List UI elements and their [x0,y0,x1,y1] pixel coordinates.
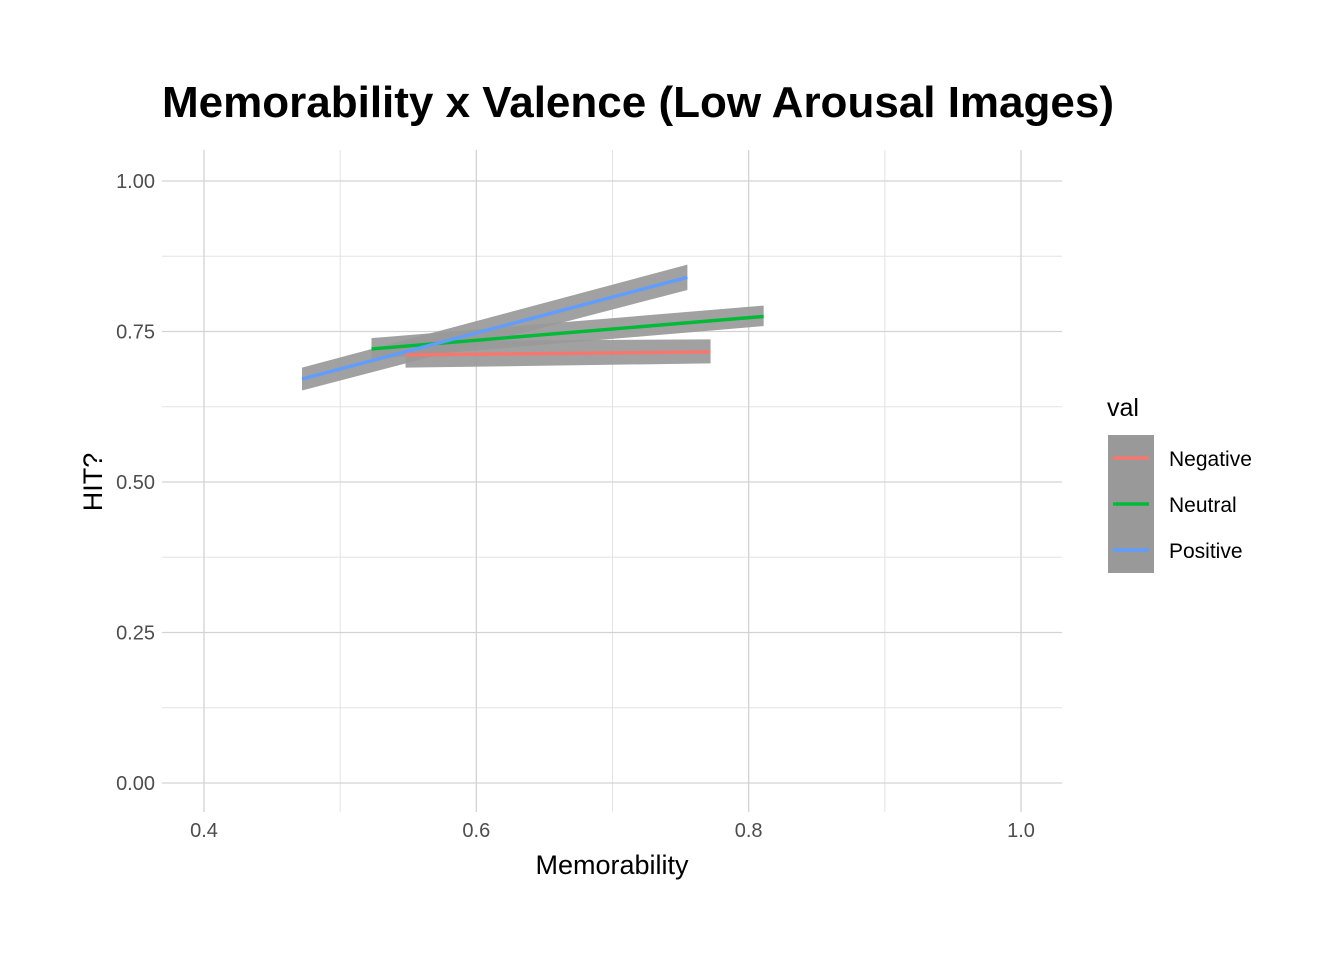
legend-label-negative: Negative [1169,448,1252,471]
legend-label-neutral: Neutral [1169,494,1237,517]
y-tick-label: 1.00 [116,171,155,193]
y-tick-label: 0.75 [116,322,155,344]
x-axis-title: Memorability [535,850,689,880]
y-axis-title: HIT? [78,453,108,512]
legend-label-positive: Positive [1169,540,1243,563]
y-tick-label: 0.50 [116,472,155,494]
legend-title: val [1107,394,1139,422]
chart-title: Memorability x Valence (Low Arousal Imag… [162,78,1114,127]
x-tick-label: 0.6 [462,820,490,842]
x-tick-label: 1.0 [1007,820,1035,842]
x-tick-label: 0.4 [190,820,218,842]
series-line-negative [405,350,711,357]
x-axis-ticks: 0.4 0.6 0.8 1.0 [190,820,1035,842]
confidence-ribbons [302,264,764,391]
x-tick-label: 0.8 [735,820,763,842]
y-tick-label: 0.00 [116,773,155,795]
legend: val Negative Neutral Positive [1107,394,1252,573]
y-tick-label: 0.25 [116,623,155,645]
series-lines [301,275,764,381]
legend-items: Negative Neutral Positive [1108,435,1252,573]
y-axis-ticks: 0.00 0.25 0.50 0.75 1.00 [116,171,155,795]
series-line-positive [301,275,688,381]
plot-grid [162,150,1062,812]
